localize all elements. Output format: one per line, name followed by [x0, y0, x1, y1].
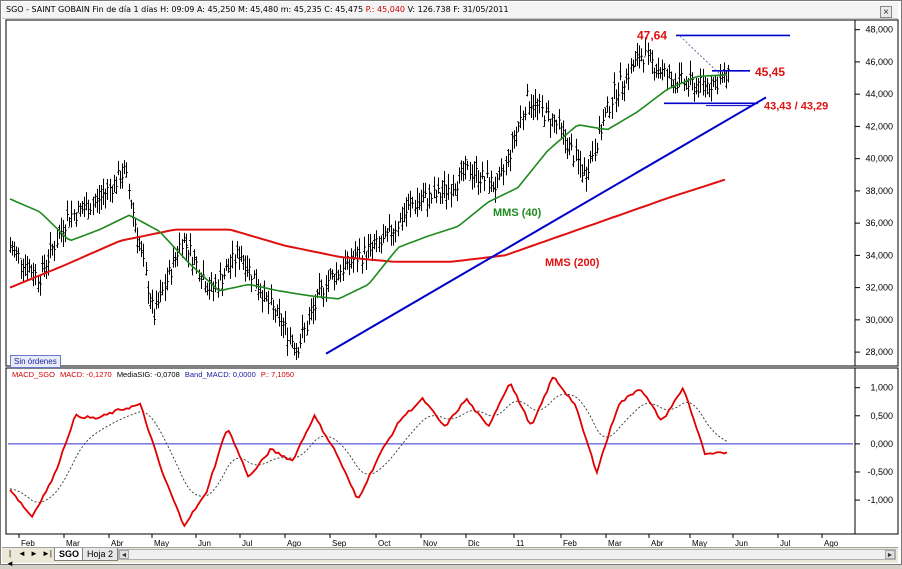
label-43-43-43-29: 43,43 / 43,29 — [764, 100, 828, 112]
macd-value: MACD: -0,1270 — [60, 370, 112, 379]
month-tick-label: Jun — [198, 539, 211, 548]
price-tick-label: 28,000 — [865, 347, 893, 357]
price-tick-label: 44,000 — [865, 89, 893, 99]
price-tick-label: 32,000 — [865, 283, 893, 293]
month-tick-label: Feb — [563, 539, 577, 548]
macd-layer — [8, 376, 853, 528]
scroll-left-icon[interactable]: ◄ — [119, 550, 129, 559]
price-tick-label: 34,000 — [865, 250, 893, 260]
sin-ordenes-badge[interactable]: Sin órdenes — [10, 355, 61, 368]
month-tick-label: Oct — [378, 539, 391, 548]
month-tick-label: Abr — [111, 539, 124, 548]
p-value: P.: 45,040 — [365, 5, 406, 14]
label-47-64: 47,64 — [637, 28, 667, 42]
last-sheet-icon[interactable]: ►| — [42, 549, 52, 558]
price-tick-label: 48,000 — [865, 25, 893, 35]
macd-axis-area — [854, 367, 899, 535]
volume-date: V: 126.738 F: 31/05/2011 — [407, 5, 509, 14]
month-tick-label: Jun — [735, 539, 748, 548]
month-tick-label: Ago — [824, 539, 839, 548]
price-tick-label: 40,000 — [865, 154, 893, 164]
label-45-45: 45,45 — [755, 65, 785, 79]
label-mms200: MMS (200) — [545, 257, 600, 269]
macd-tick-label: -0,500 — [867, 467, 893, 477]
symbol-label: SGO - SAINT GOBAIN — [6, 5, 90, 14]
month-tick-label: Abr — [651, 539, 664, 548]
first-sheet-icon[interactable]: |◄ — [6, 549, 14, 568]
macd-band: Band_MACD: 0,0000 — [185, 370, 256, 379]
macd-plot-area — [5, 367, 856, 535]
month-tick-label: Nov — [423, 539, 437, 548]
macd-tick-label: 0,500 — [870, 411, 893, 421]
month-tick-label: Ago — [287, 539, 302, 548]
macd-axis: 1,000 0,500 0,000 -0,500 -1,000 — [855, 383, 893, 505]
next-sheet-icon[interactable]: ► — [30, 549, 38, 558]
price-axis: 48,000 46,000 44,000 42,000 40,000 38,000 36,0… — [855, 25, 893, 357]
price-tick-label: 36,000 — [865, 218, 893, 228]
month-tick-label: Dic — [468, 539, 480, 548]
price-tick-label: 42,000 — [865, 121, 893, 131]
macd-signal: MediaSIG: -0,0708 — [117, 370, 180, 379]
annotations-layer: 47,64 45,45 43,43 / 43,29 MMS (40) MMS (200) — [493, 28, 828, 269]
macd-line — [9, 376, 728, 528]
mms200-line — [9, 178, 726, 289]
close-icon[interactable]: × — [880, 6, 892, 18]
label-mms40: MMS (40) — [493, 207, 542, 219]
month-tick-label: Sep — [332, 539, 347, 548]
period-label: Fin de día 1 días — [92, 5, 158, 14]
macd-tick-label: 0,000 — [870, 439, 893, 449]
macd-tick-label: 1,000 — [870, 383, 893, 393]
month-tick-label: May — [154, 539, 169, 548]
price-axis-area — [854, 19, 899, 367]
macd-name: MACD_SGO — [12, 370, 55, 379]
ohlc-values: A: 45,250 M: 45,480 m: 45,235 C: 45,475 — [196, 5, 364, 14]
horizontal-scrollbar[interactable]: ◄ ► — [118, 549, 896, 560]
month-tick-label: Jul — [780, 539, 790, 548]
month-tick-label: Mar — [66, 539, 80, 548]
month-tick-label: 11 — [516, 539, 525, 548]
price-layer — [9, 34, 790, 360]
month-tick-label: Jul — [242, 539, 252, 548]
month-tick-label: May — [692, 539, 707, 548]
tab-sgo[interactable]: SGO — [54, 548, 85, 561]
mms40-line — [9, 74, 728, 300]
support-trendline — [325, 96, 767, 355]
price-panel-header: SGO - SAINT GOBAIN Fin de día 1 días H: … — [2, 2, 898, 19]
macd-tick-label: -1,000 — [867, 495, 893, 505]
macd-header: MACD_SGO MACD: -0,1270 MediaSIG: -0,0708… — [12, 370, 294, 379]
price-tick-label: 46,000 — [865, 57, 893, 67]
price-tick-label: 38,000 — [865, 186, 893, 196]
month-tick-label: Mar — [608, 539, 622, 548]
price-bars — [9, 37, 730, 360]
tab-hoja-2[interactable]: Hoja 2 — [82, 548, 119, 561]
price-tick-label: 30,000 — [865, 315, 893, 325]
month-axis: Feb Mar Abr May Jun Jul Ago Sep Oct Nov Dic 11 Feb Ma… — [6, 533, 855, 548]
macd-p: P.: 7,1050 — [261, 370, 294, 379]
price-header-text: SGO - SAINT GOBAIN Fin de día 1 días H: … — [6, 5, 509, 14]
month-tick-label: Feb — [21, 539, 35, 548]
scroll-right-icon[interactable]: ► — [885, 550, 895, 559]
prev-sheet-icon[interactable]: ◄ — [18, 549, 26, 558]
high-label: H: 09:09 — [160, 5, 195, 14]
